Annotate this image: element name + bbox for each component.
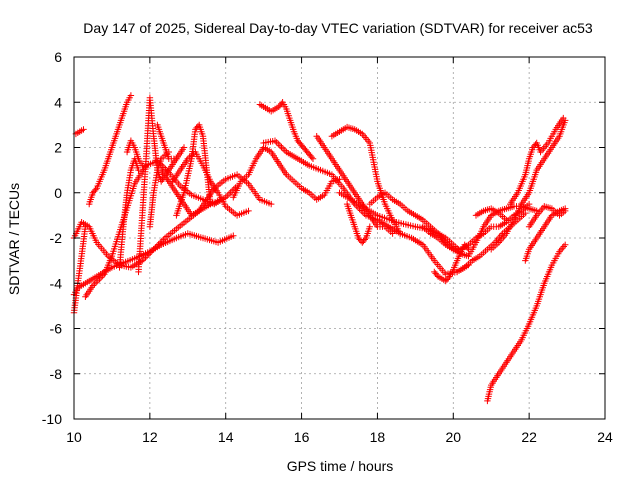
x-tick-label: 24 bbox=[597, 429, 613, 445]
series-trace-8 bbox=[135, 94, 188, 276]
axis-ticks bbox=[73, 56, 606, 420]
plus-markers bbox=[328, 123, 404, 237]
plus-markers bbox=[70, 223, 89, 316]
plus-markers bbox=[230, 144, 343, 203]
plus-markers bbox=[135, 94, 188, 276]
series-trace-4 bbox=[72, 126, 87, 138]
series-trace-14 bbox=[173, 121, 214, 219]
series-trace-5 bbox=[86, 92, 135, 208]
series-trace-11 bbox=[154, 121, 180, 162]
series-trace-29 bbox=[507, 114, 567, 208]
chart-title: Day 147 of 2025, Sidereal Day-to-day VTE… bbox=[83, 20, 593, 36]
plus-markers bbox=[86, 92, 135, 208]
series-trace-28 bbox=[488, 117, 569, 253]
plus-markers bbox=[522, 205, 569, 264]
plus-markers bbox=[313, 133, 396, 237]
x-tick-label: 14 bbox=[218, 429, 234, 445]
y-axis-title: SDTVAR / TECUs bbox=[6, 183, 22, 295]
series-trace-9 bbox=[116, 155, 142, 271]
series-trace-20 bbox=[343, 200, 373, 246]
series-trace-16 bbox=[256, 99, 317, 162]
plus-markers bbox=[173, 121, 214, 219]
series-trace-31 bbox=[525, 203, 569, 230]
x-tick-label: 20 bbox=[445, 429, 461, 445]
y-tick-label: -4 bbox=[50, 275, 63, 291]
plus-markers bbox=[525, 203, 569, 230]
y-tick-label: -6 bbox=[50, 321, 63, 337]
plus-markers bbox=[472, 205, 510, 224]
x-tick-label: 16 bbox=[294, 429, 310, 445]
y-tick-label: -8 bbox=[50, 366, 63, 382]
plus-markers bbox=[343, 200, 373, 246]
x-axis-title: GPS time / hours bbox=[287, 458, 394, 474]
x-tick-label: 10 bbox=[66, 429, 82, 445]
y-tick-label: 4 bbox=[54, 94, 62, 110]
x-tick-labels: 10 12 14 16 18 20 22 24 bbox=[66, 429, 613, 445]
series-trace-7 bbox=[123, 137, 146, 169]
y-tick-label: 0 bbox=[54, 185, 62, 201]
series-trace-15 bbox=[230, 144, 343, 203]
x-tick-label: 18 bbox=[370, 429, 386, 445]
x-tick-label: 12 bbox=[142, 429, 158, 445]
series-trace-27 bbox=[472, 205, 510, 224]
plus-markers bbox=[123, 137, 146, 169]
y-tick-label: -10 bbox=[42, 411, 62, 427]
y-tick-label: 6 bbox=[54, 49, 62, 65]
grid bbox=[74, 57, 605, 419]
plus-markers bbox=[488, 117, 569, 253]
series-trace-18 bbox=[313, 133, 396, 237]
y-tick-labels: -10 -8 -6 -4 -2 0 2 4 6 bbox=[42, 49, 62, 427]
plus-markers bbox=[484, 241, 569, 405]
series-trace-19 bbox=[328, 123, 404, 237]
series-trace-30 bbox=[522, 205, 569, 264]
plus-markers bbox=[256, 99, 317, 162]
plus-markers bbox=[116, 155, 142, 271]
series-trace-32 bbox=[484, 241, 569, 405]
y-tick-label: 2 bbox=[54, 140, 62, 156]
x-tick-label: 22 bbox=[521, 429, 537, 445]
plus-markers bbox=[507, 114, 567, 208]
y-tick-label: -2 bbox=[50, 230, 63, 246]
plus-markers bbox=[146, 148, 172, 230]
data-points bbox=[70, 92, 569, 405]
plus-markers bbox=[72, 126, 87, 138]
plus-markers bbox=[154, 121, 180, 162]
series-trace-10 bbox=[146, 148, 172, 230]
series-trace-3 bbox=[70, 223, 89, 316]
